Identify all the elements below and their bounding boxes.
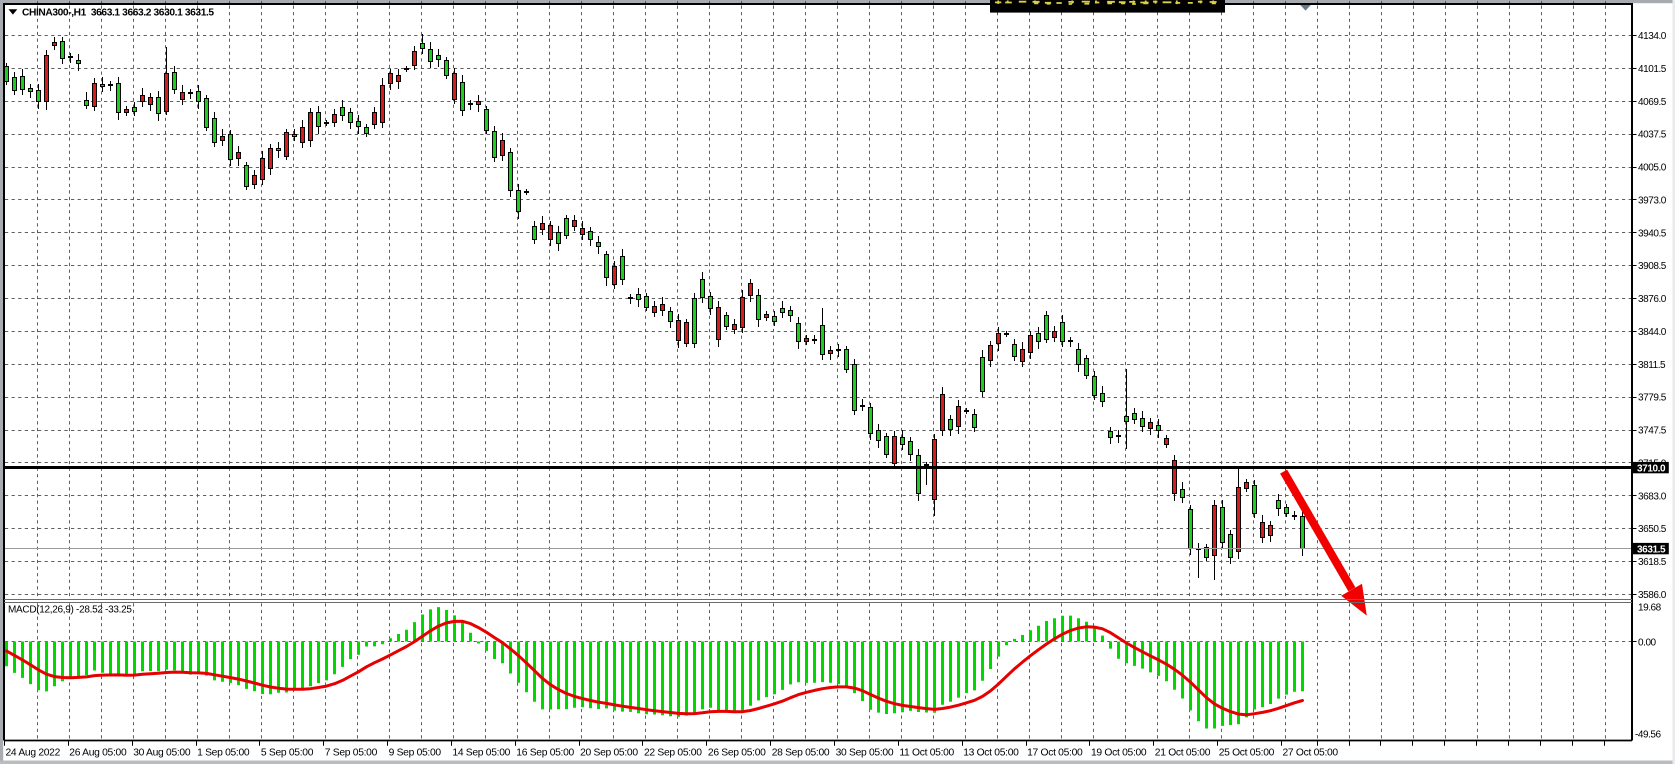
svg-text:3710.0: 3710.0 (1637, 463, 1666, 474)
svg-text:30 Aug 05:00: 30 Aug 05:00 (133, 748, 191, 759)
svg-text:3650.5: 3650.5 (1638, 524, 1667, 535)
svg-text:4069.5: 4069.5 (1638, 97, 1667, 108)
svg-text:14 Sep 05:00: 14 Sep 05:00 (452, 748, 510, 759)
svg-text:19 Oct 05:00: 19 Oct 05:00 (1091, 748, 1147, 759)
svg-text:5 Sep 05:00: 5 Sep 05:00 (261, 748, 314, 759)
svg-text:9 Sep 05:00: 9 Sep 05:00 (389, 748, 442, 759)
svg-text:3631.5: 3631.5 (1637, 544, 1666, 555)
svg-text:MACD(12,26,9) -28.52 -33.25: MACD(12,26,9) -28.52 -33.25 (8, 605, 132, 616)
svg-text:3940.5: 3940.5 (1638, 228, 1667, 239)
svg-text:17 Oct 05:00: 17 Oct 05:00 (1027, 748, 1083, 759)
svg-text:3844.0: 3844.0 (1638, 327, 1667, 338)
svg-text:13 Oct 05:00: 13 Oct 05:00 (963, 748, 1019, 759)
svg-text:4134.0: 4134.0 (1638, 31, 1667, 42)
svg-text:16 Sep 05:00: 16 Sep 05:00 (516, 748, 574, 759)
svg-text:30 Sep 05:00: 30 Sep 05:00 (836, 748, 894, 759)
svg-text:0.00: 0.00 (1638, 638, 1657, 649)
svg-text:4101.5: 4101.5 (1638, 64, 1667, 75)
svg-text:3586.0: 3586.0 (1638, 590, 1667, 601)
svg-text:27 Oct 05:00: 27 Oct 05:00 (1283, 748, 1339, 759)
svg-text:25 Oct 05:00: 25 Oct 05:00 (1219, 748, 1275, 759)
svg-text:3973.0: 3973.0 (1638, 195, 1667, 206)
svg-text:3876.0: 3876.0 (1638, 294, 1667, 305)
svg-text:19.68: 19.68 (1638, 602, 1662, 613)
svg-text:3811.5: 3811.5 (1638, 360, 1666, 371)
svg-text:26 Aug 05:00: 26 Aug 05:00 (69, 748, 127, 759)
svg-text:11 Oct 05:00: 11 Oct 05:00 (899, 748, 954, 759)
svg-text:1 Sep 05:00: 1 Sep 05:00 (197, 748, 250, 759)
svg-text:21 Oct 05:00: 21 Oct 05:00 (1155, 748, 1211, 759)
svg-text:20 Sep 05:00: 20 Sep 05:00 (580, 748, 638, 759)
svg-text:7 Sep 05:00: 7 Sep 05:00 (325, 748, 378, 759)
svg-text:4005.0: 4005.0 (1638, 163, 1667, 174)
svg-text:24 Aug 2022: 24 Aug 2022 (6, 748, 61, 759)
svg-text:3618.5: 3618.5 (1638, 557, 1667, 568)
svg-text:-49.56: -49.56 (1635, 730, 1662, 741)
svg-text:28 Sep 05:00: 28 Sep 05:00 (772, 748, 830, 759)
svg-text:22 Sep 05:00: 22 Sep 05:00 (644, 748, 702, 759)
svg-text:3683.0: 3683.0 (1638, 491, 1667, 502)
svg-text:3779.5: 3779.5 (1638, 393, 1667, 404)
svg-text:3908.5: 3908.5 (1638, 261, 1667, 272)
svg-text:4037.5: 4037.5 (1638, 130, 1667, 141)
svg-text:CHINA300-,H1 3663.1 3663.2 36: CHINA300-,H1 3663.1 3663.2 3630.1 3631.5 (22, 7, 214, 18)
svg-text:26 Sep 05:00: 26 Sep 05:00 (708, 748, 766, 759)
svg-text:3747.5: 3747.5 (1638, 426, 1667, 437)
